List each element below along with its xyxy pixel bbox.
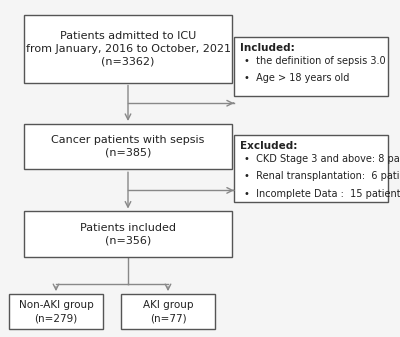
FancyBboxPatch shape (234, 37, 388, 96)
FancyBboxPatch shape (24, 212, 232, 257)
Text: Non-AKI group: Non-AKI group (19, 300, 93, 310)
Text: •  the definition of sepsis 3.0: • the definition of sepsis 3.0 (244, 56, 386, 66)
Text: (n=356): (n=356) (105, 236, 151, 246)
Text: Cancer patients with sepsis: Cancer patients with sepsis (51, 135, 205, 145)
Text: Included:: Included: (240, 43, 295, 53)
Text: Patients admitted to ICU: Patients admitted to ICU (60, 31, 196, 41)
Text: •  Renal transplantation:  6 patients: • Renal transplantation: 6 patients (244, 171, 400, 181)
Text: Excluded:: Excluded: (240, 141, 297, 151)
FancyBboxPatch shape (234, 135, 388, 202)
FancyBboxPatch shape (9, 294, 103, 330)
FancyBboxPatch shape (24, 15, 232, 83)
Text: Patients included: Patients included (80, 223, 176, 233)
Text: •  Incomplete Data :  15 patients: • Incomplete Data : 15 patients (244, 189, 400, 199)
Text: (n=385): (n=385) (105, 148, 151, 158)
Text: AKI group: AKI group (143, 300, 193, 310)
Text: •  CKD Stage 3 and above: 8 patients: • CKD Stage 3 and above: 8 patients (244, 154, 400, 164)
FancyBboxPatch shape (121, 294, 215, 330)
FancyBboxPatch shape (24, 124, 232, 170)
Text: (n=279): (n=279) (34, 313, 78, 323)
Text: from January, 2016 to October, 2021: from January, 2016 to October, 2021 (26, 44, 230, 54)
Text: (n=3362): (n=3362) (101, 57, 155, 67)
Text: (n=77): (n=77) (150, 313, 186, 323)
Text: •  Age > 18 years old: • Age > 18 years old (244, 73, 349, 84)
